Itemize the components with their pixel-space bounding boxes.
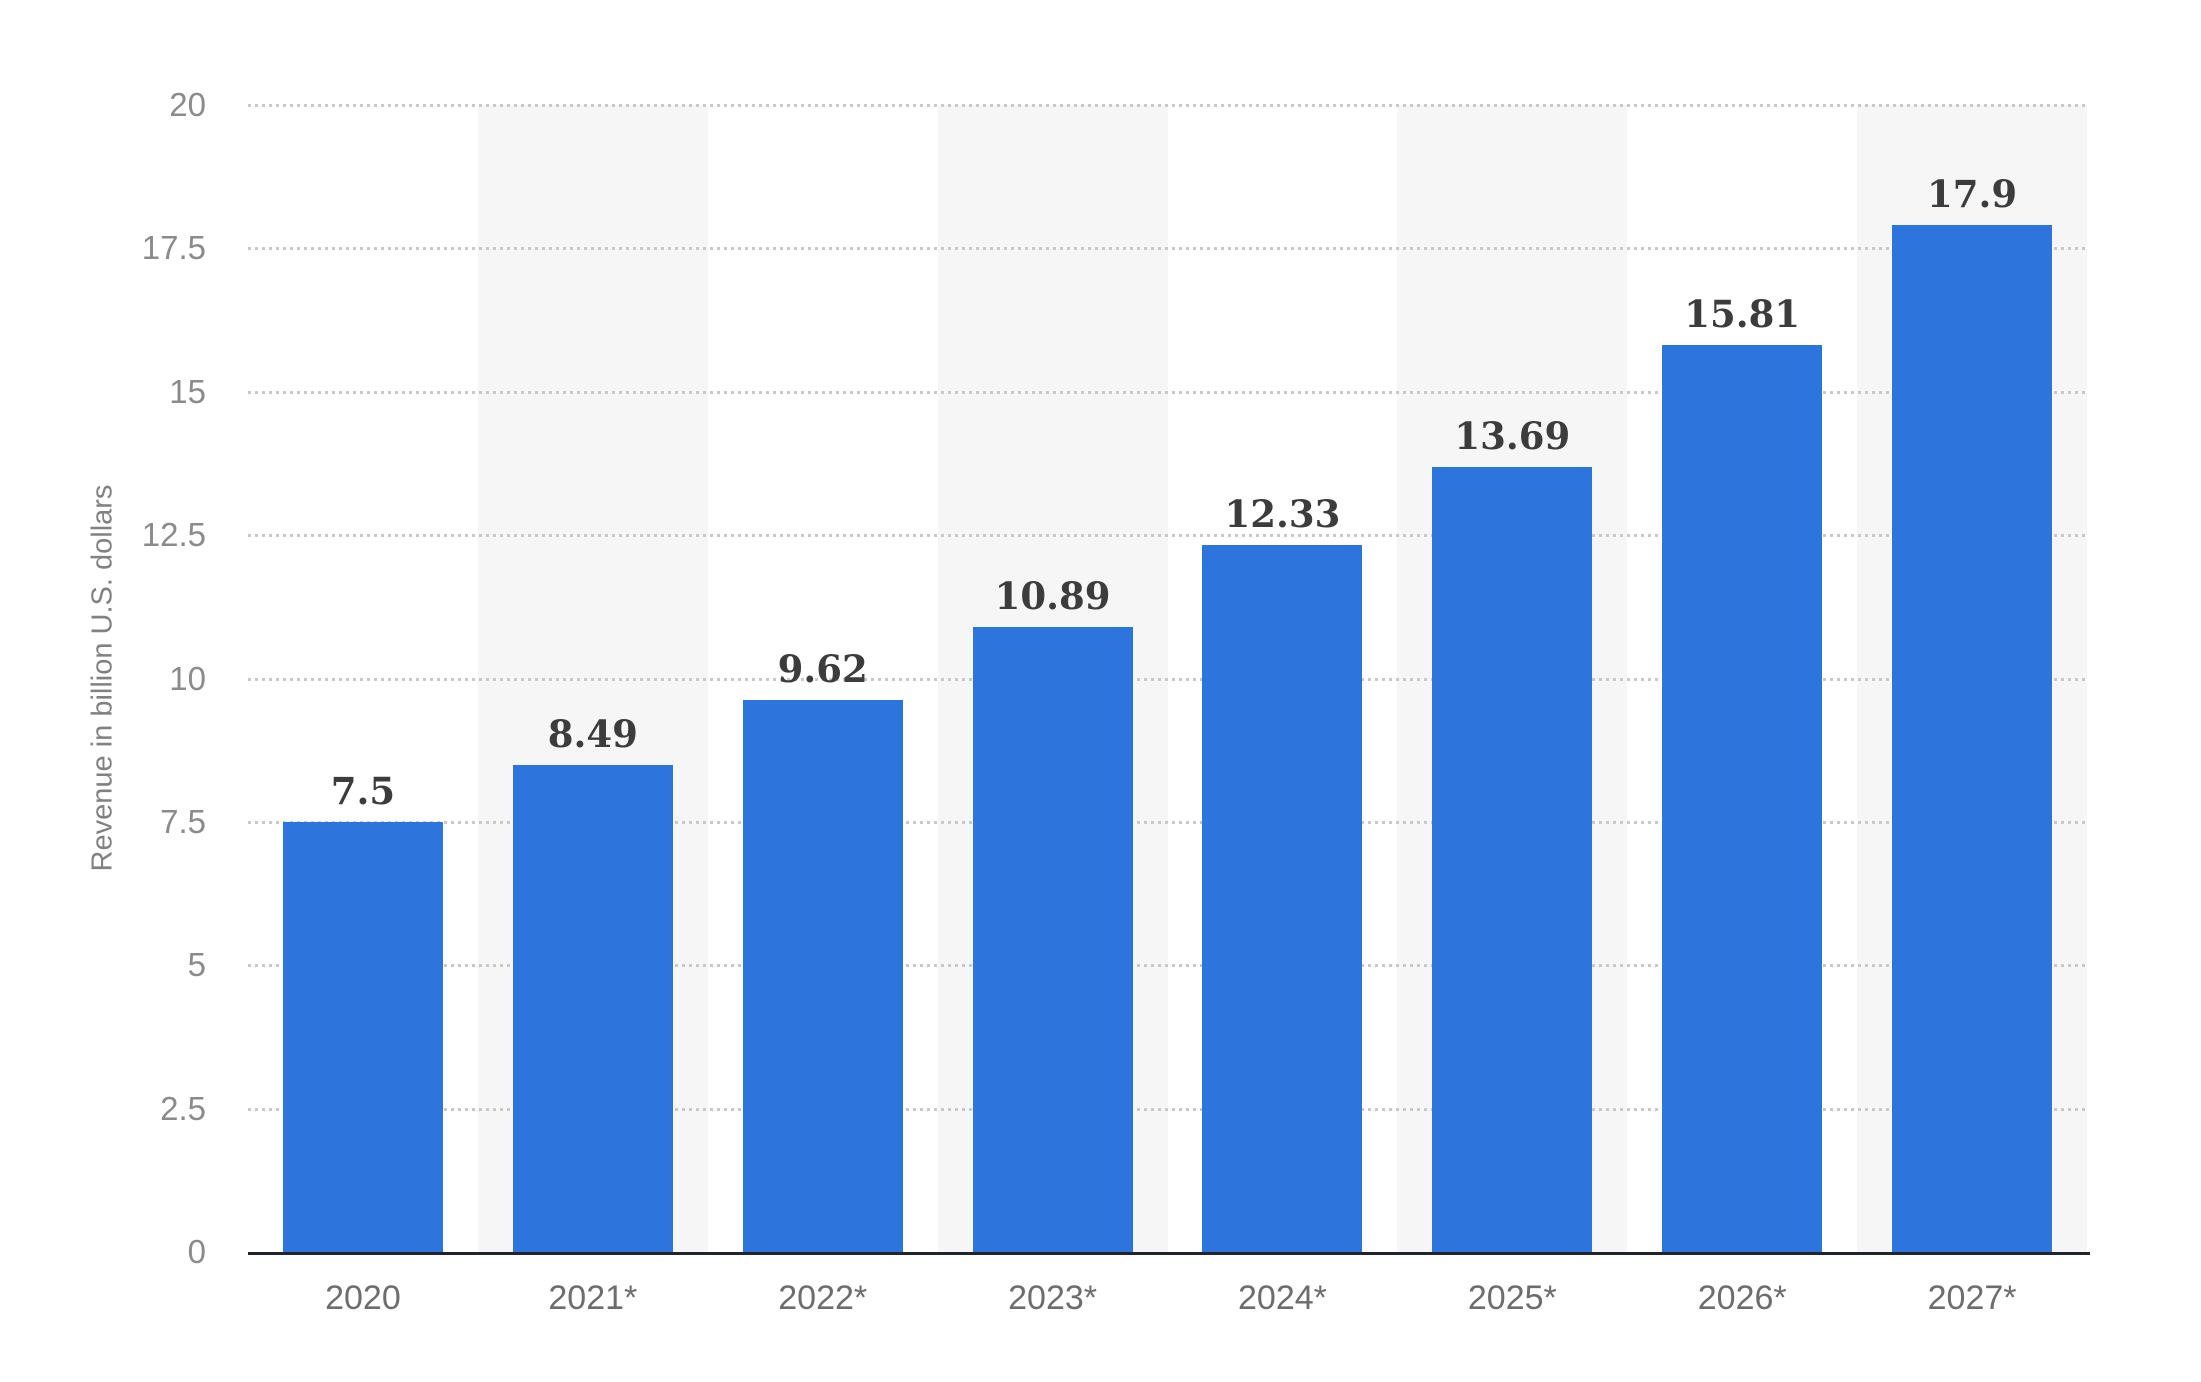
x-axis-line (248, 1252, 2090, 1255)
bar-2020[interactable] (282, 821, 443, 1252)
grid-line (248, 390, 2087, 394)
bar-value-label: 8.49 (547, 712, 638, 757)
bar-value-label: 13.69 (1454, 413, 1571, 458)
bar-value-label: 15.81 (1684, 292, 1801, 337)
bar-2025[interactable] (1432, 466, 1593, 1252)
bar-2027[interactable] (1892, 225, 2053, 1252)
bar-2023[interactable] (972, 627, 1133, 1252)
bar-2026[interactable] (1662, 345, 1823, 1252)
bar-value-label: 17.9 (1927, 172, 2018, 217)
x-tick-label: 2021* (548, 1279, 638, 1317)
bar-value-label: 9.62 (777, 647, 868, 692)
x-tick-label: 2024* (1238, 1279, 1327, 1317)
bar-value-label: 12.33 (1224, 491, 1341, 536)
x-tick-label: 2022* (778, 1279, 868, 1317)
y-tick-label: 0 (187, 1233, 206, 1270)
bar-2022[interactable] (742, 700, 903, 1252)
y-tick-label: 10 (169, 659, 206, 697)
grid-line (248, 247, 2087, 251)
bar-value-label: 7.5 (330, 768, 396, 813)
grid-line (248, 677, 2087, 681)
y-tick-label: 5 (187, 946, 206, 984)
y-tick-label: 12.5 (141, 516, 206, 554)
grid-line (248, 964, 2087, 968)
x-tick-label: 2023* (1008, 1279, 1097, 1317)
bar-value-label: 10.89 (994, 574, 1111, 619)
y-tick-label: 15 (169, 372, 206, 410)
y-tick-label: 17.5 (141, 229, 206, 267)
y-tick-label: 7.5 (160, 802, 206, 840)
grid-line (248, 104, 2087, 107)
y-tick-label: 20 (169, 86, 206, 123)
x-tick-label: 2026* (1697, 1279, 1787, 1317)
bar-2024[interactable] (1202, 544, 1363, 1252)
bar-2021[interactable] (512, 765, 673, 1252)
grid-line (248, 534, 2087, 538)
grid-line (248, 1107, 2087, 1111)
y-tick-label: 2.5 (160, 1089, 206, 1127)
grid-line (248, 820, 2087, 824)
x-tick-label: 2020 (325, 1279, 401, 1317)
x-tick-label: 2027* (1927, 1279, 2017, 1317)
x-tick-label: 2025* (1467, 1279, 1557, 1317)
